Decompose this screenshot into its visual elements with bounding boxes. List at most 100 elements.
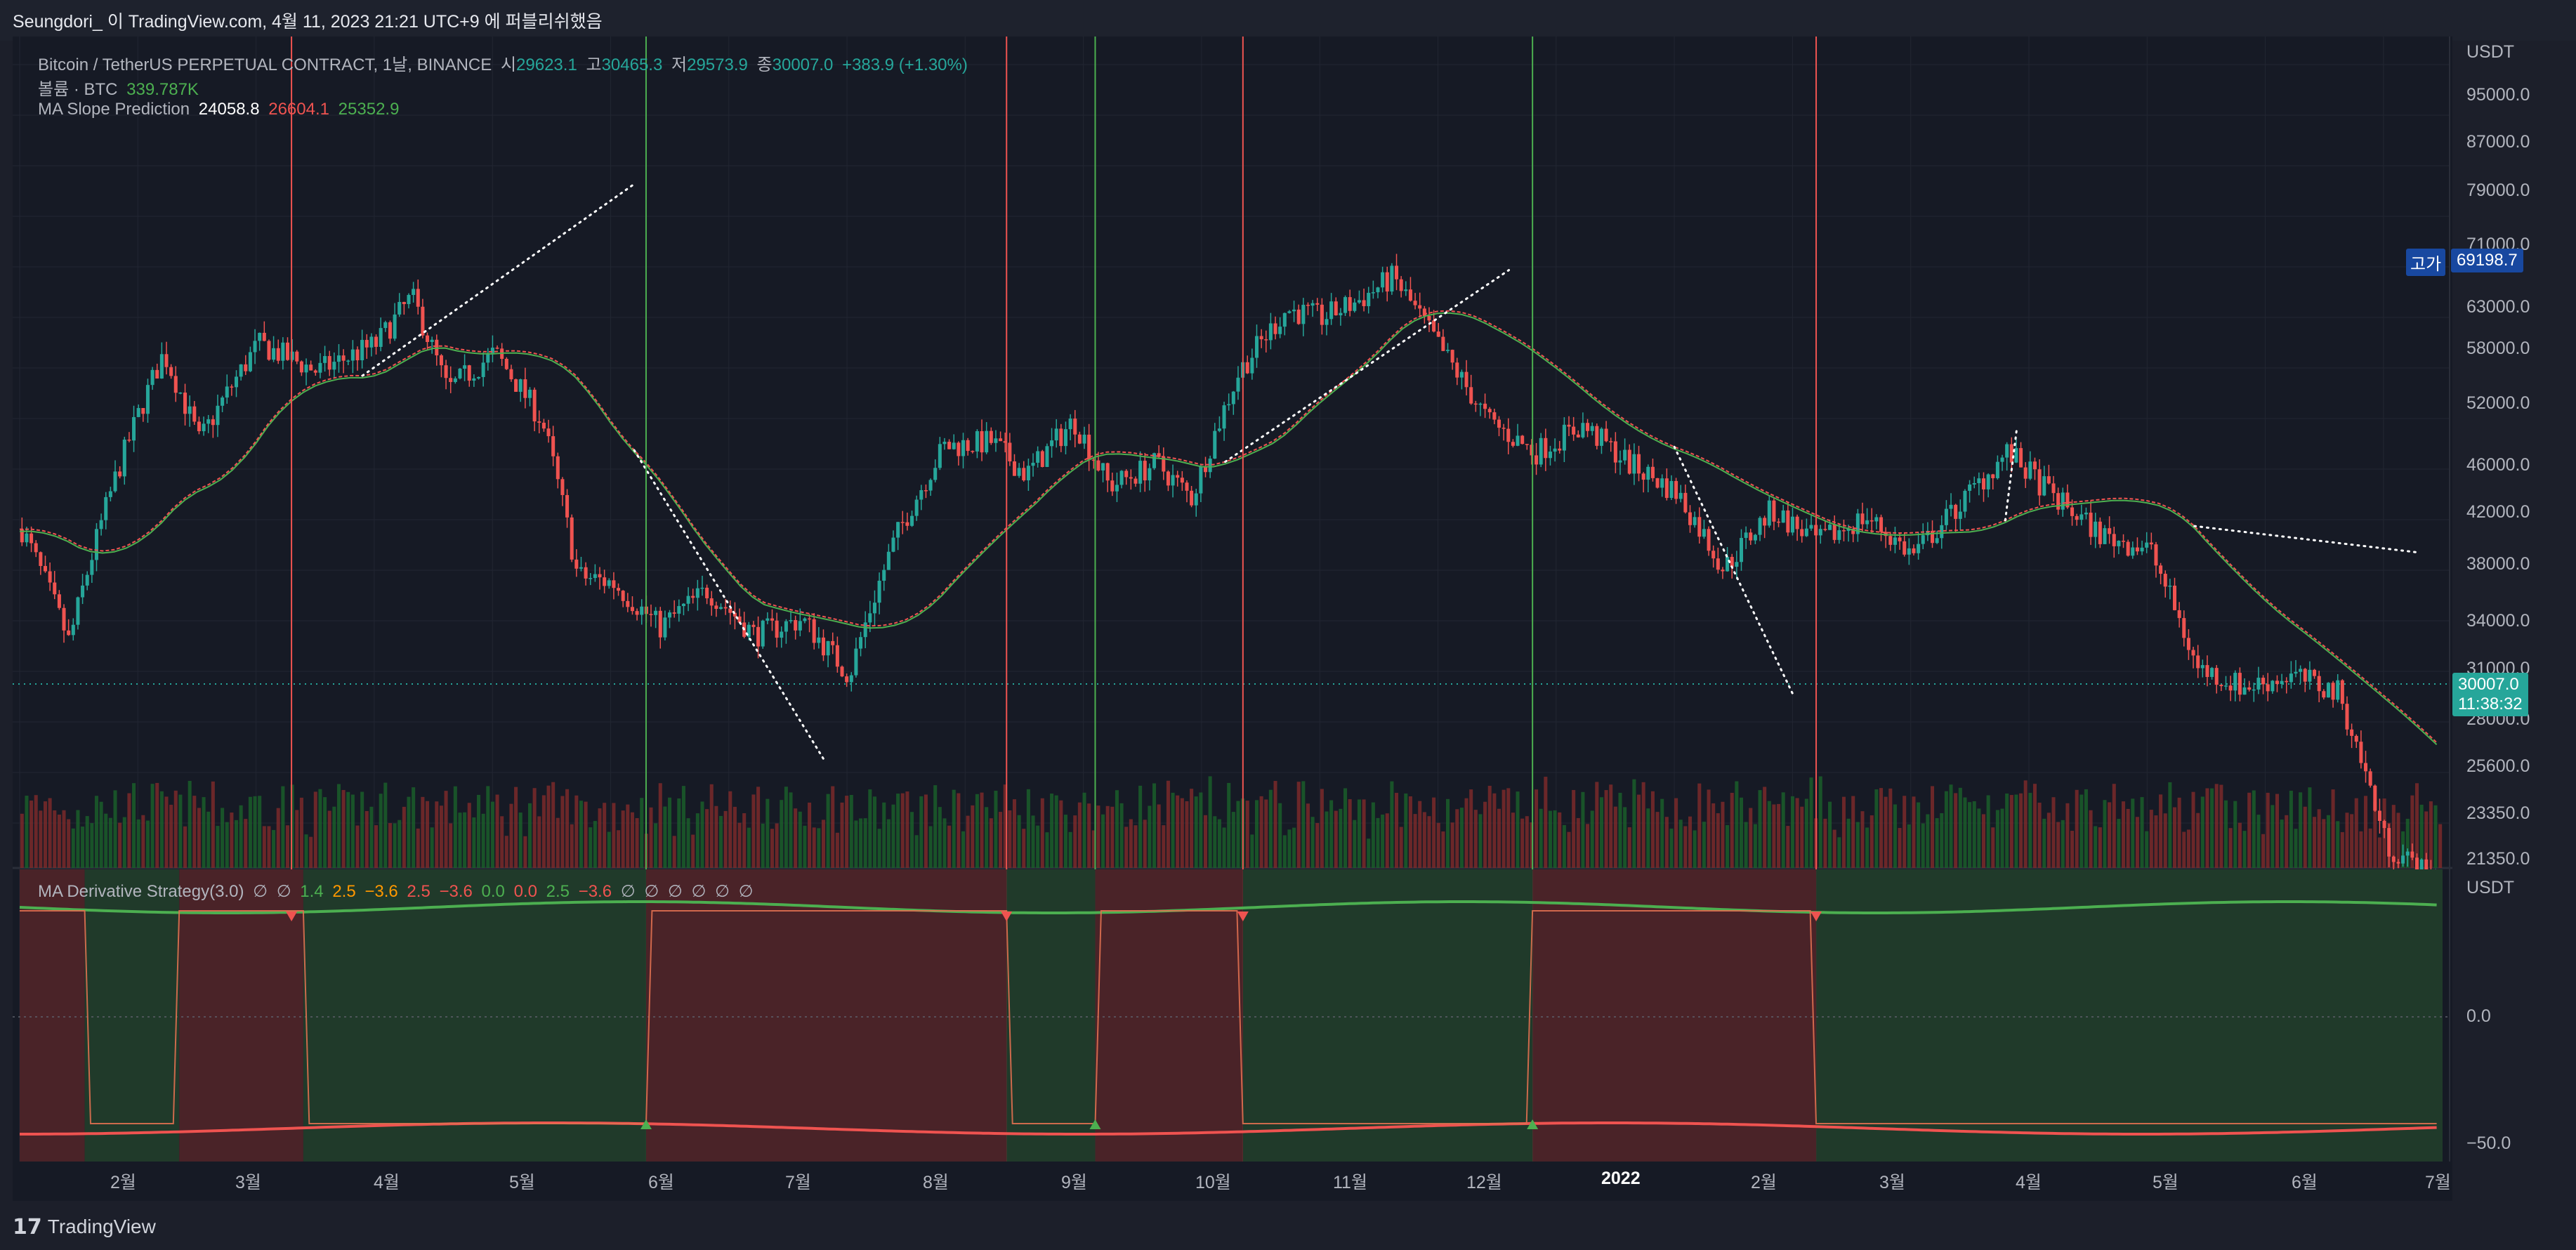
volume-bar (2046, 813, 2051, 868)
volume-bar (1320, 789, 1324, 868)
candle-body (1278, 327, 1282, 334)
candle-body (914, 499, 919, 516)
candle-body (155, 369, 159, 379)
volume-bar (831, 786, 835, 868)
volume-bar (2182, 831, 2186, 868)
volume-bar (2103, 800, 2107, 868)
volume-bar (1730, 793, 1734, 868)
tradingview-footer[interactable]: 𝟭𝟳 TradingView (13, 1209, 156, 1244)
volume-bar (1818, 776, 1822, 868)
candle-body (2256, 678, 2261, 690)
volume-bar (2256, 815, 2261, 868)
volume-bar (1003, 784, 1007, 868)
candle-body (1981, 478, 1986, 489)
ma-slope-legend[interactable]: MA Slope Prediction 24058.8 26604.1 2535… (38, 100, 403, 119)
candle-body (1376, 287, 1380, 293)
volume-bar (1716, 813, 1720, 868)
candle-body (2145, 542, 2149, 548)
candle-body (1459, 371, 1464, 378)
volume-bar (924, 794, 928, 868)
volume-bar (896, 794, 900, 868)
candle-body (1940, 525, 1944, 539)
volume-legend[interactable]: 볼륨 · BTC 339.787K (38, 75, 203, 100)
price-tick: 21350.0 (2466, 849, 2530, 869)
volume-bar (938, 807, 942, 868)
candle-body (1031, 462, 1035, 466)
strategy-value: ∅ (667, 882, 683, 901)
candle-body (718, 607, 723, 609)
volume-bar (2228, 828, 2233, 868)
volume-bar (62, 810, 66, 868)
volume-bar (603, 803, 607, 868)
volume-bar (248, 796, 252, 868)
candle-body (1413, 301, 1417, 305)
candle-body (1483, 403, 1487, 409)
candle-body (1282, 312, 1287, 327)
candle-body (1268, 323, 1273, 341)
volume-bar (541, 795, 546, 868)
volume-bar (1711, 803, 1716, 868)
volume-bar (2210, 788, 2214, 868)
volume-bar (1325, 811, 1329, 868)
candle-body (756, 626, 761, 647)
volume-bar (71, 828, 75, 868)
volume-bar (495, 794, 499, 868)
volume-bar (2391, 805, 2396, 868)
candle-body (1445, 350, 1450, 351)
volume-bar (2028, 793, 2032, 868)
candle-body (994, 438, 998, 443)
candle-body (668, 612, 672, 618)
candle-body (202, 423, 206, 432)
volume-bar (560, 796, 565, 868)
volume-bar (1343, 788, 1348, 868)
candle-body (1758, 518, 1762, 535)
candle-body (761, 620, 765, 647)
strategy-legend[interactable]: MA Derivative Strategy(3.0) ∅ ∅ 1.4 2.5 … (38, 881, 758, 902)
volume-bar (1926, 814, 1930, 868)
candle-body (2154, 544, 2158, 566)
candle-body (947, 442, 952, 449)
chart-canvas[interactable] (13, 37, 2452, 1201)
volume-bar (132, 783, 136, 868)
volume-bar (1893, 804, 1897, 868)
volume-bar (1045, 832, 1049, 868)
volume-bar (202, 797, 206, 868)
candle-body (1613, 441, 1617, 463)
candle-body (551, 436, 556, 456)
volume-bar (952, 789, 956, 868)
candle-body (607, 580, 611, 586)
volume-bar (1036, 825, 1040, 868)
chart-frame[interactable]: Bitcoin / TetherUS PERPETUAL CONTRACT, 1… (13, 37, 2530, 1201)
candle-body (589, 578, 593, 579)
volume-bar (2294, 829, 2298, 868)
volume-bar (891, 804, 895, 868)
candle-body (919, 490, 924, 500)
volume-bar (336, 784, 341, 868)
volume-bar (309, 836, 313, 868)
candle-body (2019, 448, 2023, 468)
candle-body (1348, 297, 1352, 311)
time-tick: 7월 (785, 1173, 811, 1192)
volume-bar (1935, 818, 1939, 868)
candle-body (663, 617, 667, 638)
volume-bar (1855, 822, 1860, 868)
volume-bar (90, 823, 94, 868)
candle-body (1427, 316, 1431, 321)
candle-body (737, 616, 742, 623)
volume-bar (1334, 810, 1338, 868)
candle-body (20, 529, 24, 543)
volume-bar (1050, 794, 1054, 868)
candle-body (952, 442, 956, 449)
time-tick: 12월 (1466, 1173, 1502, 1192)
strategy-value: −3.6 (578, 882, 612, 901)
volume-bar (1464, 798, 1468, 868)
symbol-legend[interactable]: Bitcoin / TetherUS PERPETUAL CONTRACT, 1… (38, 51, 972, 75)
candle-body (1650, 466, 1655, 478)
volume-bar (1618, 792, 1622, 868)
candle-body (1395, 265, 1399, 279)
candle-body (1893, 537, 1897, 545)
volume-bar (947, 825, 952, 868)
volume-bar (546, 785, 551, 868)
volume-bar (523, 836, 527, 868)
candle-body (2396, 862, 2400, 864)
